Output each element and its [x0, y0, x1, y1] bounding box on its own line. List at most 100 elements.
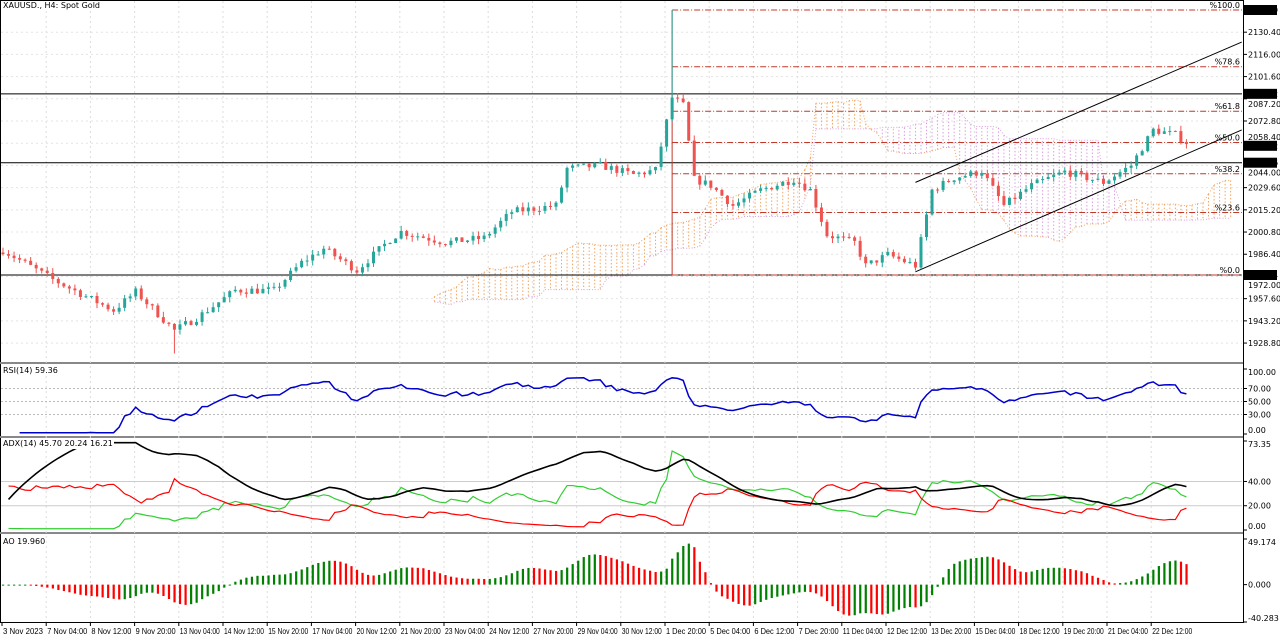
ao-bar [13, 584, 16, 586]
ao-bar [256, 575, 259, 585]
ao-bar [217, 584, 220, 592]
ao-bar [1163, 563, 1166, 585]
senkou-span-a [456, 281, 463, 288]
ao-bar [1085, 573, 1089, 585]
candle-body [521, 207, 525, 212]
senkou-span-a [1014, 232, 1021, 237]
x-axis-label: 21 Nov 20:00 [401, 627, 441, 636]
price-tag-label: 2056.72 [1245, 142, 1278, 151]
ao-bar [400, 568, 403, 585]
adx-axis-label: 73.35 [1248, 440, 1271, 449]
ao-bar [637, 567, 641, 585]
ao-bar [1036, 569, 1039, 585]
x-axis-label: 13 Nov 04:00 [180, 627, 220, 636]
price-axis-label: 2072.80 [1248, 117, 1280, 126]
ao-bar [201, 584, 204, 600]
ao-bar [1019, 571, 1022, 585]
price-tag-box [1243, 88, 1277, 99]
x-axis-label: 11 Dec 04:00 [843, 627, 883, 636]
ao-bar [975, 557, 978, 585]
ao-bar [84, 584, 88, 596]
x-axis-label: 19 Dec 20:00 [1064, 627, 1104, 636]
candle-body [139, 288, 143, 300]
ao-bar [671, 558, 674, 585]
candle-body [1024, 189, 1028, 192]
pane-frame [0, 363, 1244, 437]
ao-bar [709, 583, 713, 585]
ao-bar [726, 584, 729, 599]
ao-bar [140, 584, 143, 594]
candle-body [45, 270, 49, 274]
candle-body [764, 187, 768, 189]
senkou-span-b [992, 125, 999, 129]
senkou-span-b [964, 117, 972, 125]
candle-body [781, 181, 785, 186]
senkou-span-a [649, 232, 656, 235]
senkou-span-a [434, 293, 441, 298]
candle-body [482, 235, 486, 240]
candle-body [183, 321, 187, 325]
ao-bar [643, 569, 646, 585]
senkou-span-a [1108, 212, 1115, 222]
candle-body [355, 270, 359, 273]
candle-body [908, 261, 912, 263]
rsi-axis-label: 30.00 [1248, 411, 1271, 420]
ao-bar [1124, 582, 1127, 585]
candle-body [504, 213, 508, 221]
senkou-span-b [644, 255, 651, 266]
candle-body [471, 235, 475, 241]
candle-body [510, 212, 514, 214]
ao-bar [886, 584, 889, 614]
senkou-span-a [1202, 193, 1209, 204]
candle-body [736, 202, 740, 206]
senkou-span-b [434, 301, 440, 304]
ao-bar [383, 573, 386, 585]
rsi-axis-label: 50.00 [1248, 398, 1271, 407]
rsi-axis-label: 70.00 [1248, 385, 1271, 394]
price-axis-label: 1972.00 [1248, 281, 1280, 290]
ao-bar [1185, 564, 1188, 585]
senkou-span-b [998, 127, 1005, 136]
candle-body [875, 260, 879, 263]
senkou-span-b [937, 112, 944, 116]
senkou-span-a [998, 213, 1005, 221]
ao-bar [245, 577, 248, 585]
candle-body [128, 296, 132, 299]
ao-bar [936, 584, 939, 587]
ao-bar [527, 567, 530, 585]
senkou-span-a [511, 265, 518, 268]
candle-body [759, 188, 763, 191]
senkou-span-a [1103, 221, 1110, 225]
x-axis-label: 8 Nov 12:00 [91, 627, 132, 636]
candle-body [78, 290, 82, 297]
ao-bar [881, 584, 884, 615]
candle-body [808, 188, 812, 191]
ao-bar [1157, 566, 1160, 585]
candle-body [565, 167, 569, 188]
candle-body [206, 312, 210, 314]
x-axis-label: 27 Nov 20:00 [533, 627, 573, 636]
senkou-span-b [804, 184, 811, 200]
fibonacci-label: %23.6 [1215, 203, 1240, 212]
ao-bar [90, 584, 93, 597]
senkou-span-a [754, 183, 761, 189]
rsi-axis-label: 0.00 [1248, 426, 1266, 435]
candle-body [1030, 183, 1034, 190]
ao-bar [748, 584, 751, 606]
senkou-span-a [743, 190, 750, 194]
ao-bar [284, 574, 287, 585]
senkou-span-b [904, 125, 911, 128]
ao-bar [123, 584, 126, 600]
candle-body [797, 182, 801, 184]
x-axis-label: 20 Nov 12:00 [357, 627, 397, 636]
candle-body [1124, 167, 1128, 173]
senkou-span-a [1053, 239, 1060, 242]
ao-bar [864, 584, 867, 614]
ao-bar [438, 573, 442, 585]
senkou-span-b [694, 245, 700, 249]
price-tag-box [1243, 140, 1277, 151]
senkou-span-a [550, 253, 557, 256]
candle-body [460, 237, 464, 242]
ao-bar [621, 561, 624, 585]
